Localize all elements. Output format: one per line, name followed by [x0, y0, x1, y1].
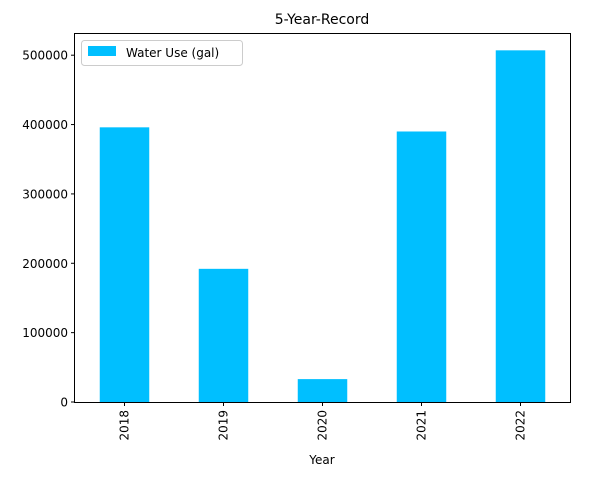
- y-tick-label: 300000: [22, 187, 68, 201]
- legend: Water Use (gal): [81, 40, 243, 66]
- legend-box: [81, 40, 243, 66]
- y-tick-label: 500000: [22, 49, 68, 63]
- y-tick-label: 400000: [22, 118, 68, 132]
- legend-swatch: [88, 46, 116, 56]
- x-tick-label: 2019: [217, 410, 231, 441]
- x-axis: 2018 2019 2020 2021 2022: [118, 402, 528, 441]
- x-tick-label: 2022: [514, 410, 528, 441]
- bar-2020: [297, 379, 348, 402]
- bars-group: [99, 50, 546, 403]
- bar-2018: [99, 127, 150, 402]
- y-axis: 0 100000 200000 300000 400000 500000: [22, 49, 75, 410]
- bar-2021: [396, 131, 447, 403]
- x-tick-label: 2021: [415, 410, 429, 441]
- x-axis-title: Year: [308, 453, 334, 467]
- chart-title: 5-Year-Record: [275, 12, 369, 28]
- x-tick-label: 2020: [316, 410, 330, 441]
- x-tick-label: 2018: [118, 410, 132, 441]
- bar-2022: [495, 50, 546, 403]
- bar-2019: [198, 268, 249, 402]
- legend-label: Water Use (gal): [126, 46, 219, 60]
- y-tick-label: 0: [60, 396, 68, 410]
- plot-frame: [74, 33, 571, 403]
- y-tick-label: 100000: [22, 326, 68, 340]
- y-tick-label: 200000: [22, 257, 68, 271]
